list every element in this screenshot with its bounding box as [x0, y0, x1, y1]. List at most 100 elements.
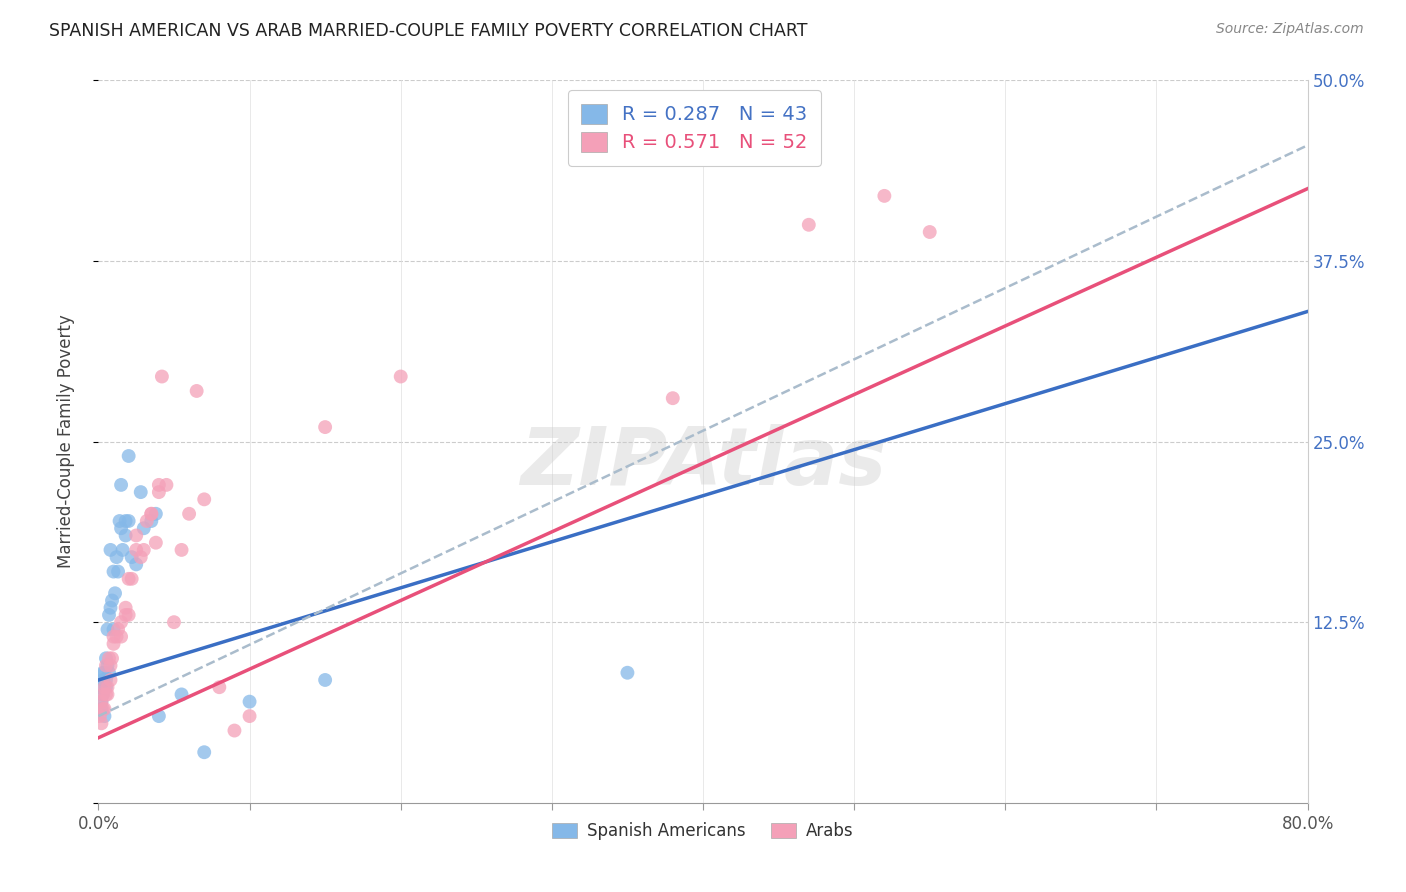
Point [100, 600, 122, 615]
Point [132, 542, 155, 557]
Point [141, 507, 163, 521]
Point [125, 558, 148, 572]
Point [101, 651, 124, 665]
Point [148, 709, 170, 723]
Point [91, 687, 114, 701]
Point [94, 687, 117, 701]
Point [141, 514, 163, 528]
Point [91, 687, 114, 701]
Point [111, 542, 134, 557]
Text: Source: ZipAtlas.com: Source: ZipAtlas.com [1216, 22, 1364, 37]
Point [208, 680, 231, 694]
Point [135, 514, 157, 528]
Point [94, 680, 117, 694]
Point [96, 623, 118, 637]
Point [121, 572, 143, 586]
Point [129, 485, 152, 500]
Point [108, 514, 131, 528]
Point [145, 535, 167, 549]
Point [163, 615, 186, 630]
Point [121, 550, 143, 565]
Point [104, 586, 127, 600]
Point [98, 665, 121, 680]
Point [110, 630, 132, 644]
Point [239, 709, 262, 723]
Point [90, 702, 112, 716]
Point [148, 478, 170, 492]
Y-axis label: Married-Couple Family Poverty: Married-Couple Family Poverty [56, 315, 75, 568]
Point [114, 607, 136, 622]
Point [105, 630, 128, 644]
Point [94, 651, 117, 665]
Point [132, 521, 155, 535]
Point [125, 528, 148, 542]
Point [90, 716, 112, 731]
Point [145, 507, 167, 521]
Point [96, 687, 118, 701]
Point [314, 420, 336, 434]
Legend: Spanish Americans, Arabs: Spanish Americans, Arabs [544, 814, 862, 848]
Point [170, 542, 193, 557]
Point [918, 225, 941, 239]
Point [193, 492, 215, 507]
Point [100, 542, 122, 557]
Point [93, 702, 115, 716]
Point [110, 615, 132, 630]
Point [91, 702, 114, 716]
Point [90, 695, 112, 709]
Point [118, 607, 141, 622]
Point [89, 680, 111, 694]
Point [93, 709, 115, 723]
Point [91, 673, 114, 687]
Point [93, 680, 115, 694]
Point [118, 514, 141, 528]
Point [90, 695, 112, 709]
Point [103, 637, 125, 651]
Point [103, 565, 125, 579]
Point [96, 658, 118, 673]
Point [118, 449, 141, 463]
Point [314, 673, 336, 687]
Point [110, 478, 132, 492]
Point [129, 550, 152, 565]
Point [105, 550, 128, 565]
Point [98, 607, 121, 622]
Point [107, 623, 129, 637]
Point [98, 651, 121, 665]
Point [170, 687, 193, 701]
Point [101, 593, 124, 607]
Text: SPANISH AMERICAN VS ARAB MARRIED-COUPLE FAMILY POVERTY CORRELATION CHART: SPANISH AMERICAN VS ARAB MARRIED-COUPLE … [49, 22, 807, 40]
Point [89, 709, 111, 723]
Point [118, 572, 141, 586]
Point [93, 665, 115, 680]
Point [616, 665, 638, 680]
Point [110, 521, 132, 535]
Point [239, 695, 262, 709]
Point [91, 665, 114, 680]
Point [186, 384, 208, 398]
Point [96, 680, 118, 694]
Point [141, 507, 163, 521]
Point [94, 673, 117, 687]
Point [224, 723, 246, 738]
Point [100, 658, 122, 673]
Point [114, 600, 136, 615]
Point [114, 528, 136, 542]
Point [148, 485, 170, 500]
Point [873, 189, 896, 203]
Point [100, 673, 122, 687]
Point [103, 623, 125, 637]
Point [125, 542, 148, 557]
Point [155, 478, 177, 492]
Point [107, 565, 129, 579]
Point [150, 369, 173, 384]
Point [103, 630, 125, 644]
Point [389, 369, 412, 384]
Point [179, 507, 201, 521]
Point [114, 514, 136, 528]
Point [94, 658, 117, 673]
Point [193, 745, 215, 759]
Point [797, 218, 820, 232]
Point [661, 391, 683, 405]
Text: ZIPAtlas: ZIPAtlas [520, 425, 886, 502]
